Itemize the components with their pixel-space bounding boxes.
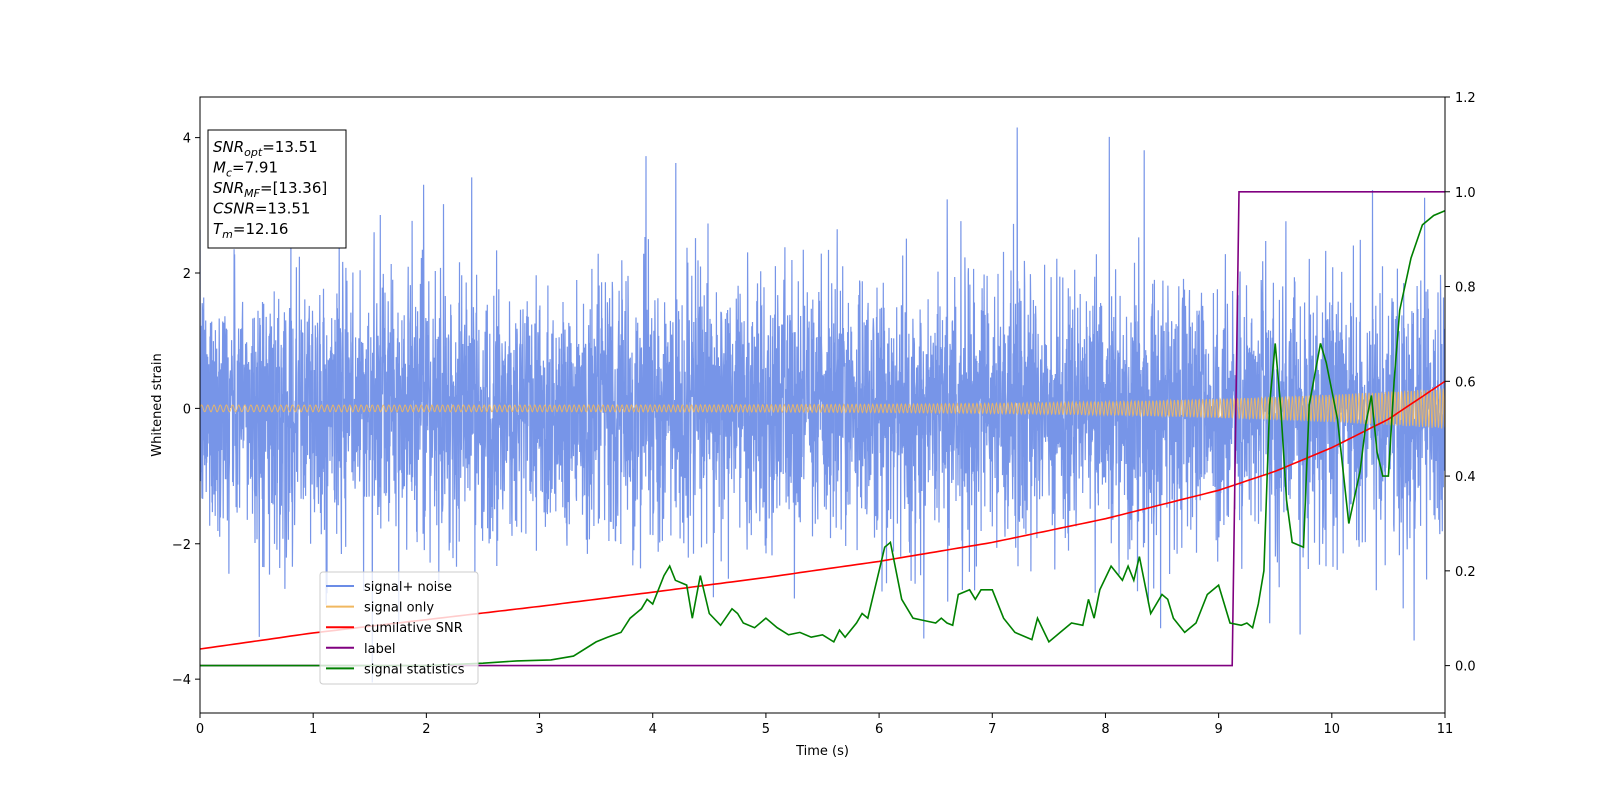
stats-line: SNRopt=13.51: [213, 138, 318, 159]
x-tick-label: 6: [875, 722, 883, 737]
legend-entry: label: [364, 642, 395, 657]
legend: signal+ noise signal only cumilative SNR la…: [319, 571, 479, 685]
stats-value: =7.91: [232, 159, 278, 177]
x-tick-label: 8: [1101, 722, 1109, 737]
series-signal-noise: [200, 127, 1445, 683]
y-tick-label: 2: [183, 267, 191, 282]
x-tick-label: 10: [1324, 722, 1341, 737]
stats-value: =13.51: [255, 200, 311, 218]
stats-line: CSNR=13.51: [213, 200, 310, 218]
stats-symbol: M: [213, 159, 226, 177]
y-axis-right: 0.0 0.2 0.4 0.6 0.8 1.0 1.2: [1445, 91, 1476, 675]
x-tick-label: 2: [422, 722, 430, 737]
stats-line: Tm=12.16: [213, 220, 288, 241]
stats-line: Mc=7.91: [213, 159, 278, 180]
y-axis-left: −4 −2 0 2 4: [172, 132, 200, 688]
stats-box: SNRopt=13.51Mc=7.91SNRMF=[13.36]CSNR=13.…: [207, 129, 347, 249]
x-tick-label: 4: [649, 722, 657, 737]
series-signal-statistics: [200, 209, 1445, 667]
y2-tick-label: 0.6: [1455, 375, 1476, 390]
series-label: [200, 191, 1445, 667]
x-tick-label: 7: [988, 722, 996, 737]
x-tick-label: 5: [762, 722, 770, 737]
y2-tick-label: 0.4: [1455, 470, 1476, 485]
x-tick-label: 9: [1214, 722, 1222, 737]
y2-tick-label: 0.2: [1455, 565, 1476, 580]
y2-tick-label: 0.8: [1455, 281, 1476, 296]
stats-value: =[13.36]: [260, 179, 327, 197]
x-axis-label: Time (s): [795, 744, 849, 759]
stats-line: SNRMF=[13.36]: [213, 179, 327, 200]
stats-box-frame: [207, 129, 347, 249]
y-tick-label: 0: [183, 402, 191, 417]
legend-entry: cumilative SNR: [364, 621, 463, 636]
legend-frame: [319, 571, 479, 685]
x-tick-label: 0: [196, 722, 204, 737]
y-tick-label: −4: [172, 673, 191, 688]
legend-entry: signal statistics: [364, 662, 465, 677]
stats-subscript: MF: [244, 187, 260, 200]
y2-tick-label: 1.2: [1455, 91, 1476, 106]
x-tick-label: 11: [1437, 722, 1454, 737]
stats-subscript: m: [222, 228, 233, 241]
stats-symbol: CSNR: [213, 200, 255, 218]
x-axis: 0 1 2 3 4 5 6 7 8 9 10 11: [196, 713, 1453, 737]
x-tick-label: 3: [535, 722, 543, 737]
stats-symbol: T: [213, 220, 224, 238]
stats-symbol: SNR: [213, 179, 244, 197]
stats-symbol: SNR: [213, 138, 244, 156]
series-signal-only: [200, 388, 1445, 429]
axes-frame: [199, 96, 1446, 714]
y2-tick-label: 0.0: [1455, 660, 1476, 675]
stats-value: =12.16: [233, 220, 289, 238]
y-axis-label: Whitened strain: [150, 353, 165, 456]
legend-entry: signal+ noise: [364, 580, 452, 595]
y2-tick-label: 1.0: [1455, 186, 1476, 201]
stats-subscript: opt: [244, 146, 263, 159]
stats-value: =13.51: [262, 138, 318, 156]
stats-subscript: c: [226, 167, 232, 180]
y-tick-label: 4: [183, 132, 191, 147]
y-tick-label: −2: [172, 538, 191, 553]
legend-entry: signal only: [364, 601, 434, 616]
x-tick-label: 1: [309, 722, 317, 737]
